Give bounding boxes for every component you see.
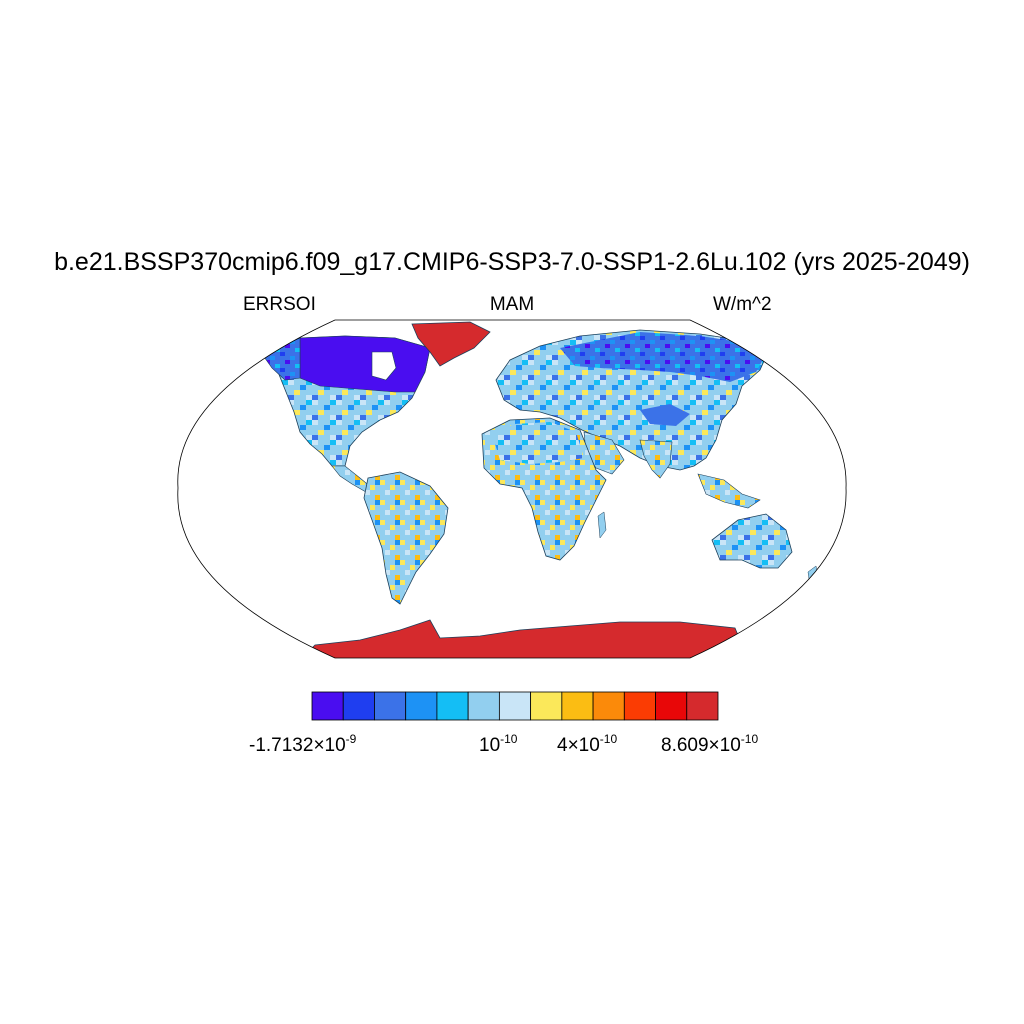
antarctica [299,619,741,658]
colorbar-swatch [467,691,500,721]
colorbar-swatch [686,691,719,721]
chart-title: b.e21.BSSP370cmip6.f09_g17.CMIP6-SSP3-7.… [54,248,970,276]
colorbar-swatch [530,691,563,721]
alaska [261,337,301,381]
siberia-high-latitude [560,332,766,382]
units-label: W/m^2 [713,294,772,315]
variable-label: ERRSOI [243,294,316,315]
southeast-asia-islands [697,473,761,509]
new-zealand [807,565,819,587]
madagascar [597,511,607,539]
colorbar-swatch [405,691,438,721]
colorbar-swatch [592,691,625,721]
canada-high-latitude [299,335,431,393]
colorbar-swatch [342,691,375,721]
tibetan-plateau [640,404,690,426]
colorbar-swatch [561,691,594,721]
south-america-landmass [363,471,449,605]
colorbar-swatch [655,691,688,721]
greenland [411,321,491,367]
colorbar-swatch [623,691,656,721]
colorbar [311,691,719,721]
indian-subcontinent [639,439,673,479]
colorbar-swatch [311,691,344,721]
colorbar-swatch [374,691,407,721]
australia [711,513,793,569]
colorbar-label-min: -1.7132×10-9 [249,732,357,756]
hudson-bay [371,351,397,381]
season-label: MAM [489,294,535,315]
colorbar-swatch [498,691,532,721]
sahara [492,422,584,464]
colorbar-swatch [436,691,469,721]
colorbar-label-max: 8.609×10-10 [661,732,759,756]
colorbar-label-tick: 10-10 [479,732,518,756]
colorbar-label-tick: 4×10-10 [557,732,618,756]
globe-outline [177,319,847,659]
